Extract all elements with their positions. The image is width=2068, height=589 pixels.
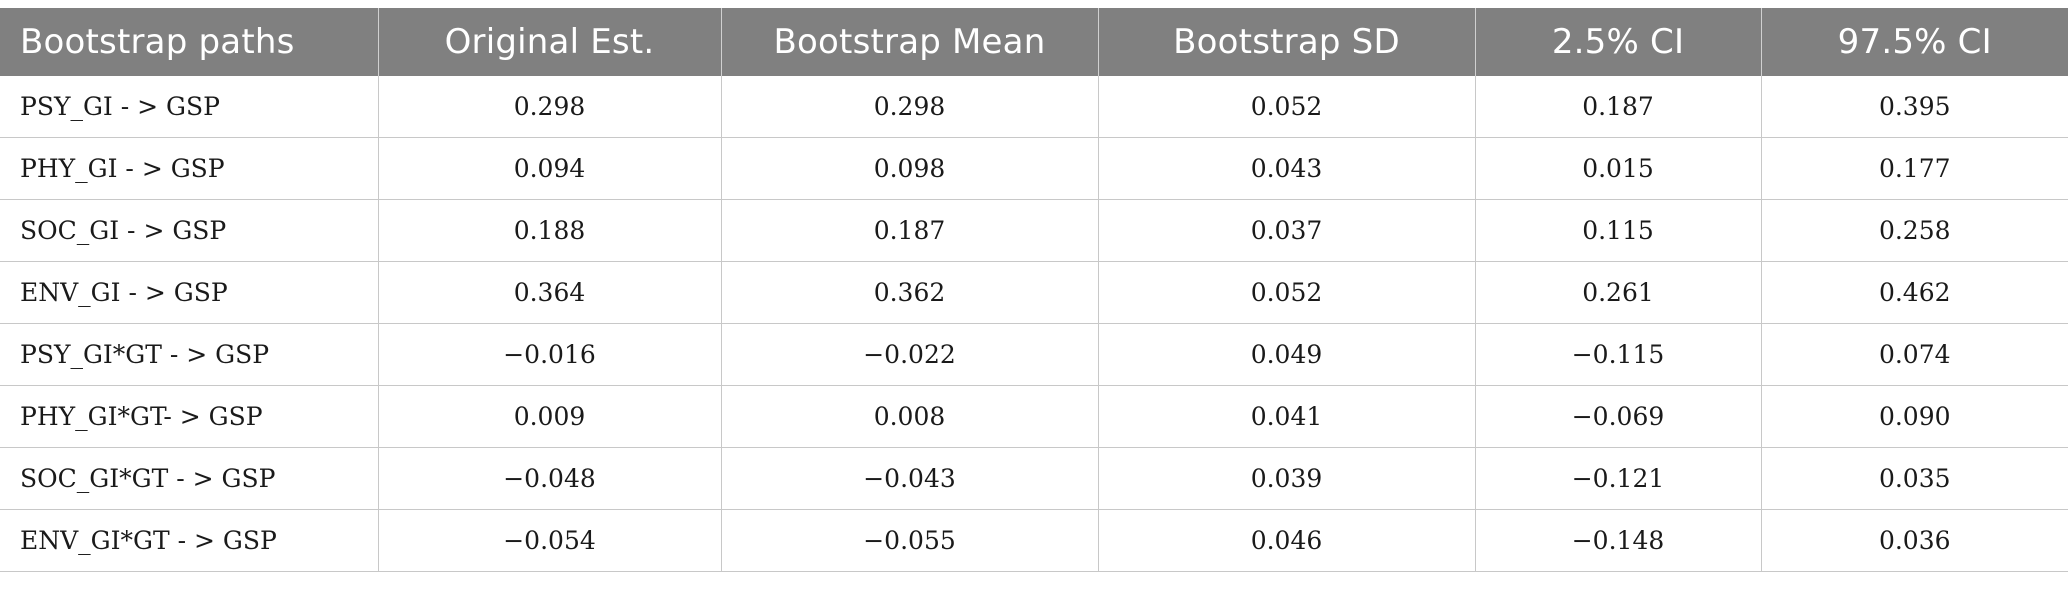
bootstrap-sd-cell: 0.046: [1098, 509, 1476, 572]
path-cell: PHY_GI*GT- > GSP: [0, 385, 379, 448]
path-cell: PSY_GI - > GSP: [0, 76, 379, 138]
ci-lower-cell: −0.148: [1475, 509, 1762, 572]
header-bootstrap-paths: Bootstrap paths: [0, 8, 379, 76]
bootstrap-mean-cell: −0.055: [721, 509, 1099, 572]
path-cell: PHY_GI - > GSP: [0, 137, 379, 200]
bootstrap-mean-cell: 0.362: [721, 261, 1099, 324]
table-row: PSY_GI*GT - > GSP −0.016 −0.022 0.049 −0…: [0, 323, 2068, 386]
table-row: PSY_GI - > GSP 0.298 0.298 0.052 0.187 0…: [0, 76, 2068, 138]
ci-upper-cell: 0.177: [1761, 137, 2068, 200]
ci-upper-cell: 0.090: [1761, 385, 2068, 448]
ci-upper-cell: 0.395: [1761, 76, 2068, 138]
ci-lower-cell: −0.121: [1475, 447, 1762, 510]
original-est-cell: 0.094: [378, 137, 722, 200]
ci-lower-cell: −0.115: [1475, 323, 1762, 386]
bootstrap-mean-cell: 0.298: [721, 76, 1099, 138]
original-est-cell: 0.188: [378, 199, 722, 262]
ci-lower-cell: 0.187: [1475, 76, 1762, 138]
path-cell: ENV_GI*GT - > GSP: [0, 509, 379, 572]
bootstrap-table-container: Bootstrap paths Original Est. Bootstrap …: [0, 8, 2068, 572]
bootstrap-sd-cell: 0.049: [1098, 323, 1476, 386]
bootstrap-mean-cell: 0.098: [721, 137, 1099, 200]
table-row: SOC_GI*GT - > GSP −0.048 −0.043 0.039 −0…: [0, 447, 2068, 510]
path-cell: SOC_GI - > GSP: [0, 199, 379, 262]
ci-lower-cell: 0.261: [1475, 261, 1762, 324]
bootstrap-mean-cell: −0.022: [721, 323, 1099, 386]
table-row: SOC_GI - > GSP 0.188 0.187 0.037 0.115 0…: [0, 199, 2068, 262]
table-header: Bootstrap paths Original Est. Bootstrap …: [0, 8, 2068, 76]
bootstrap-sd-cell: 0.037: [1098, 199, 1476, 262]
table-row: ENV_GI*GT - > GSP −0.054 −0.055 0.046 −0…: [0, 509, 2068, 572]
bootstrap-paths-table: Bootstrap paths Original Est. Bootstrap …: [0, 8, 2068, 572]
original-est-cell: 0.364: [378, 261, 722, 324]
header-ci-lower: 2.5% CI: [1475, 8, 1762, 76]
bootstrap-sd-cell: 0.052: [1098, 261, 1476, 324]
ci-lower-cell: 0.115: [1475, 199, 1762, 262]
ci-upper-cell: 0.035: [1761, 447, 2068, 510]
ci-upper-cell: 0.462: [1761, 261, 2068, 324]
original-est-cell: −0.054: [378, 509, 722, 572]
table-row: PHY_GI*GT- > GSP 0.009 0.008 0.041 −0.06…: [0, 385, 2068, 448]
ci-lower-cell: 0.015: [1475, 137, 1762, 200]
table-body: PSY_GI - > GSP 0.298 0.298 0.052 0.187 0…: [0, 76, 2068, 572]
ci-upper-cell: 0.258: [1761, 199, 2068, 262]
bootstrap-mean-cell: 0.008: [721, 385, 1099, 448]
ci-upper-cell: 0.036: [1761, 509, 2068, 572]
path-cell: SOC_GI*GT - > GSP: [0, 447, 379, 510]
path-cell: PSY_GI*GT - > GSP: [0, 323, 379, 386]
ci-lower-cell: −0.069: [1475, 385, 1762, 448]
ci-upper-cell: 0.074: [1761, 323, 2068, 386]
original-est-cell: 0.009: [378, 385, 722, 448]
bootstrap-sd-cell: 0.041: [1098, 385, 1476, 448]
table-row: PHY_GI - > GSP 0.094 0.098 0.043 0.015 0…: [0, 137, 2068, 200]
header-ci-upper: 97.5% CI: [1761, 8, 2068, 76]
bootstrap-mean-cell: 0.187: [721, 199, 1099, 262]
bootstrap-sd-cell: 0.052: [1098, 76, 1476, 138]
path-cell: ENV_GI - > GSP: [0, 261, 379, 324]
original-est-cell: 0.298: [378, 76, 722, 138]
bootstrap-mean-cell: −0.043: [721, 447, 1099, 510]
original-est-cell: −0.016: [378, 323, 722, 386]
header-original-est: Original Est.: [378, 8, 722, 76]
header-bootstrap-mean: Bootstrap Mean: [721, 8, 1099, 76]
original-est-cell: −0.048: [378, 447, 722, 510]
header-row: Bootstrap paths Original Est. Bootstrap …: [0, 8, 2068, 76]
bootstrap-sd-cell: 0.039: [1098, 447, 1476, 510]
bootstrap-sd-cell: 0.043: [1098, 137, 1476, 200]
header-bootstrap-sd: Bootstrap SD: [1098, 8, 1476, 76]
table-row: ENV_GI - > GSP 0.364 0.362 0.052 0.261 0…: [0, 261, 2068, 324]
